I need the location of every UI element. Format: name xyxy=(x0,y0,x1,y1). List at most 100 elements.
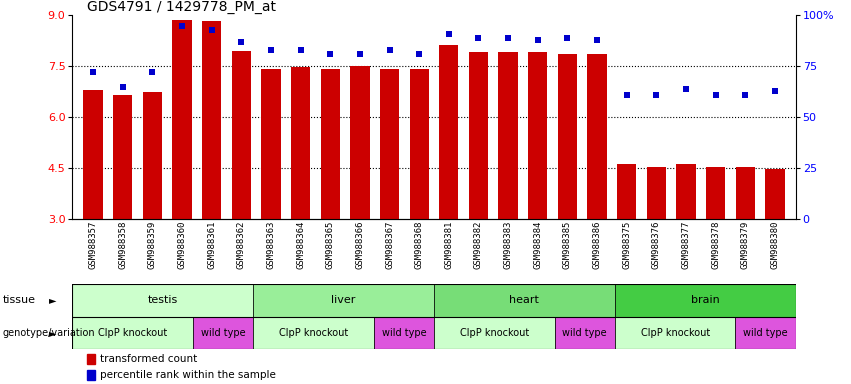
Text: transformed count: transformed count xyxy=(100,354,197,364)
Text: GSM988365: GSM988365 xyxy=(326,220,334,268)
Text: ClpP knockout: ClpP knockout xyxy=(641,328,710,338)
Text: GSM988375: GSM988375 xyxy=(622,220,631,268)
Point xyxy=(235,39,248,45)
Point xyxy=(561,35,574,41)
Bar xyxy=(351,66,369,219)
Bar xyxy=(193,317,254,349)
Bar xyxy=(202,22,221,219)
Point xyxy=(768,88,782,94)
Point xyxy=(264,47,277,53)
Text: GSM988385: GSM988385 xyxy=(563,220,572,268)
Bar xyxy=(113,95,133,219)
Bar xyxy=(321,69,340,219)
Text: wild type: wild type xyxy=(743,328,788,338)
Text: ClpP knockout: ClpP knockout xyxy=(279,328,348,338)
Text: GSM988368: GSM988368 xyxy=(414,220,424,268)
Bar xyxy=(614,284,796,317)
Point xyxy=(294,47,307,53)
Text: GDS4791 / 1429778_PM_at: GDS4791 / 1429778_PM_at xyxy=(87,0,276,14)
Bar xyxy=(87,370,95,380)
Text: wild type: wild type xyxy=(381,328,426,338)
Point xyxy=(679,86,693,92)
Text: ►: ► xyxy=(49,295,57,306)
Bar xyxy=(528,52,547,219)
Bar xyxy=(677,164,695,219)
Text: GSM988362: GSM988362 xyxy=(237,220,246,268)
Text: wild type: wild type xyxy=(563,328,607,338)
Point xyxy=(709,92,722,98)
Point xyxy=(383,47,397,53)
Text: heart: heart xyxy=(510,295,540,306)
Bar xyxy=(291,67,311,219)
Text: ►: ► xyxy=(49,328,57,338)
Point xyxy=(205,26,219,33)
Text: GSM988379: GSM988379 xyxy=(740,220,750,268)
Text: GSM988358: GSM988358 xyxy=(118,220,128,268)
Text: ClpP knockout: ClpP knockout xyxy=(460,328,529,338)
Bar xyxy=(72,317,193,349)
Point xyxy=(413,51,426,57)
Bar xyxy=(706,167,725,219)
Bar xyxy=(83,90,103,219)
Text: wild type: wild type xyxy=(201,328,245,338)
Point xyxy=(442,31,455,37)
Text: genotype/variation: genotype/variation xyxy=(3,328,95,338)
Text: GSM988357: GSM988357 xyxy=(89,220,98,268)
Text: brain: brain xyxy=(691,295,720,306)
Bar xyxy=(614,317,735,349)
Bar xyxy=(735,317,796,349)
Bar xyxy=(434,284,614,317)
Bar xyxy=(735,167,755,219)
Text: GSM988384: GSM988384 xyxy=(534,220,542,268)
Text: GSM988386: GSM988386 xyxy=(592,220,602,268)
Bar xyxy=(765,169,785,219)
Text: GSM988359: GSM988359 xyxy=(148,220,157,268)
Bar xyxy=(72,284,254,317)
Point xyxy=(353,51,367,57)
Point xyxy=(471,35,485,41)
Text: GSM988366: GSM988366 xyxy=(356,220,364,268)
Point xyxy=(591,37,604,43)
Bar xyxy=(557,54,577,219)
Bar xyxy=(143,92,162,219)
Bar xyxy=(555,317,614,349)
Bar xyxy=(469,52,488,219)
Text: GSM988361: GSM988361 xyxy=(207,220,216,268)
Text: percentile rank within the sample: percentile rank within the sample xyxy=(100,370,276,380)
Point xyxy=(116,84,129,90)
Bar xyxy=(439,45,459,219)
Point xyxy=(531,37,545,43)
Point xyxy=(501,35,515,41)
Bar xyxy=(380,69,399,219)
Bar xyxy=(231,51,251,219)
Point xyxy=(175,23,189,29)
Bar xyxy=(434,317,555,349)
Point xyxy=(649,92,663,98)
Text: tissue: tissue xyxy=(3,295,36,306)
Text: GSM988360: GSM988360 xyxy=(178,220,186,268)
Bar xyxy=(87,354,95,364)
Bar xyxy=(647,167,666,219)
Text: GSM988383: GSM988383 xyxy=(504,220,512,268)
Bar xyxy=(173,20,191,219)
Point xyxy=(146,69,159,75)
Text: GSM988377: GSM988377 xyxy=(682,220,690,268)
Bar xyxy=(587,54,607,219)
Point xyxy=(739,92,752,98)
Bar xyxy=(499,52,517,219)
Bar xyxy=(374,317,434,349)
Text: GSM988364: GSM988364 xyxy=(296,220,306,268)
Text: GSM988376: GSM988376 xyxy=(652,220,661,268)
Point xyxy=(86,69,100,75)
Text: GSM988381: GSM988381 xyxy=(444,220,454,268)
Bar xyxy=(254,284,434,317)
Text: GSM988378: GSM988378 xyxy=(711,220,720,268)
Text: GSM988363: GSM988363 xyxy=(266,220,276,268)
Bar xyxy=(409,69,429,219)
Bar xyxy=(254,317,374,349)
Bar xyxy=(261,69,281,219)
Text: ClpP knockout: ClpP knockout xyxy=(98,328,168,338)
Text: GSM988382: GSM988382 xyxy=(474,220,483,268)
Text: liver: liver xyxy=(331,295,356,306)
Point xyxy=(323,51,337,57)
